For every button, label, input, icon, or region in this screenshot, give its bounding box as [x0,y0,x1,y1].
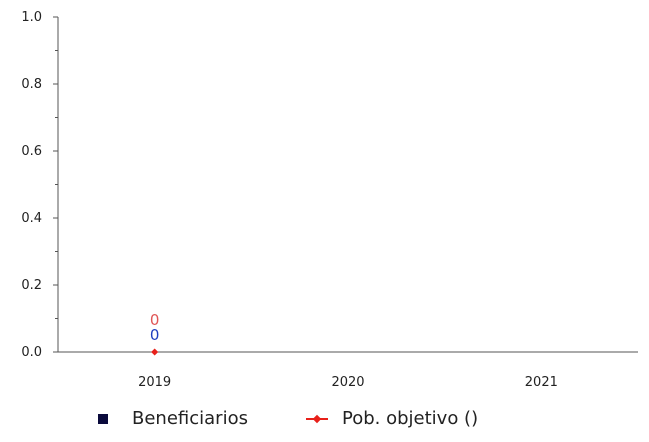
y-tick-label: 1.0 [21,10,42,25]
y-tick-label: 0.6 [21,144,42,159]
y-axis-ticks [53,16,58,353]
y-tick-label: 0.0 [21,345,42,360]
legend-line-marker-icon [306,414,328,424]
data-marks [151,348,159,356]
x-tick-label: 2021 [525,375,558,390]
x-tick-labels: 2019 2020 2021 [138,375,558,390]
x-tick-label: 2020 [331,375,364,390]
legend-item-pob-objetivo[interactable]: Pob. objetivo () [306,408,478,429]
legend-square-icon [98,413,108,424]
data-labels: 00 [150,311,160,344]
line-point [151,348,159,356]
y-tick-labels: 0.0 0.2 0.4 0.6 0.8 1.0 [21,10,42,360]
x-tick-label: 2019 [138,375,171,390]
legend-item-beneficiarios[interactable]: Beneficiarios [98,408,248,429]
data-label: 0 [150,311,160,329]
y-tick-label: 0.2 [21,278,42,293]
y-tick-label: 0.4 [21,211,42,226]
legend-label: Beneficiarios [132,408,248,429]
legend: Beneficiarios Pob. objetivo () [0,408,649,438]
legend-label: Pob. objetivo () [342,408,479,429]
y-tick-label: 0.8 [21,77,42,92]
data-label: 0 [150,326,160,344]
